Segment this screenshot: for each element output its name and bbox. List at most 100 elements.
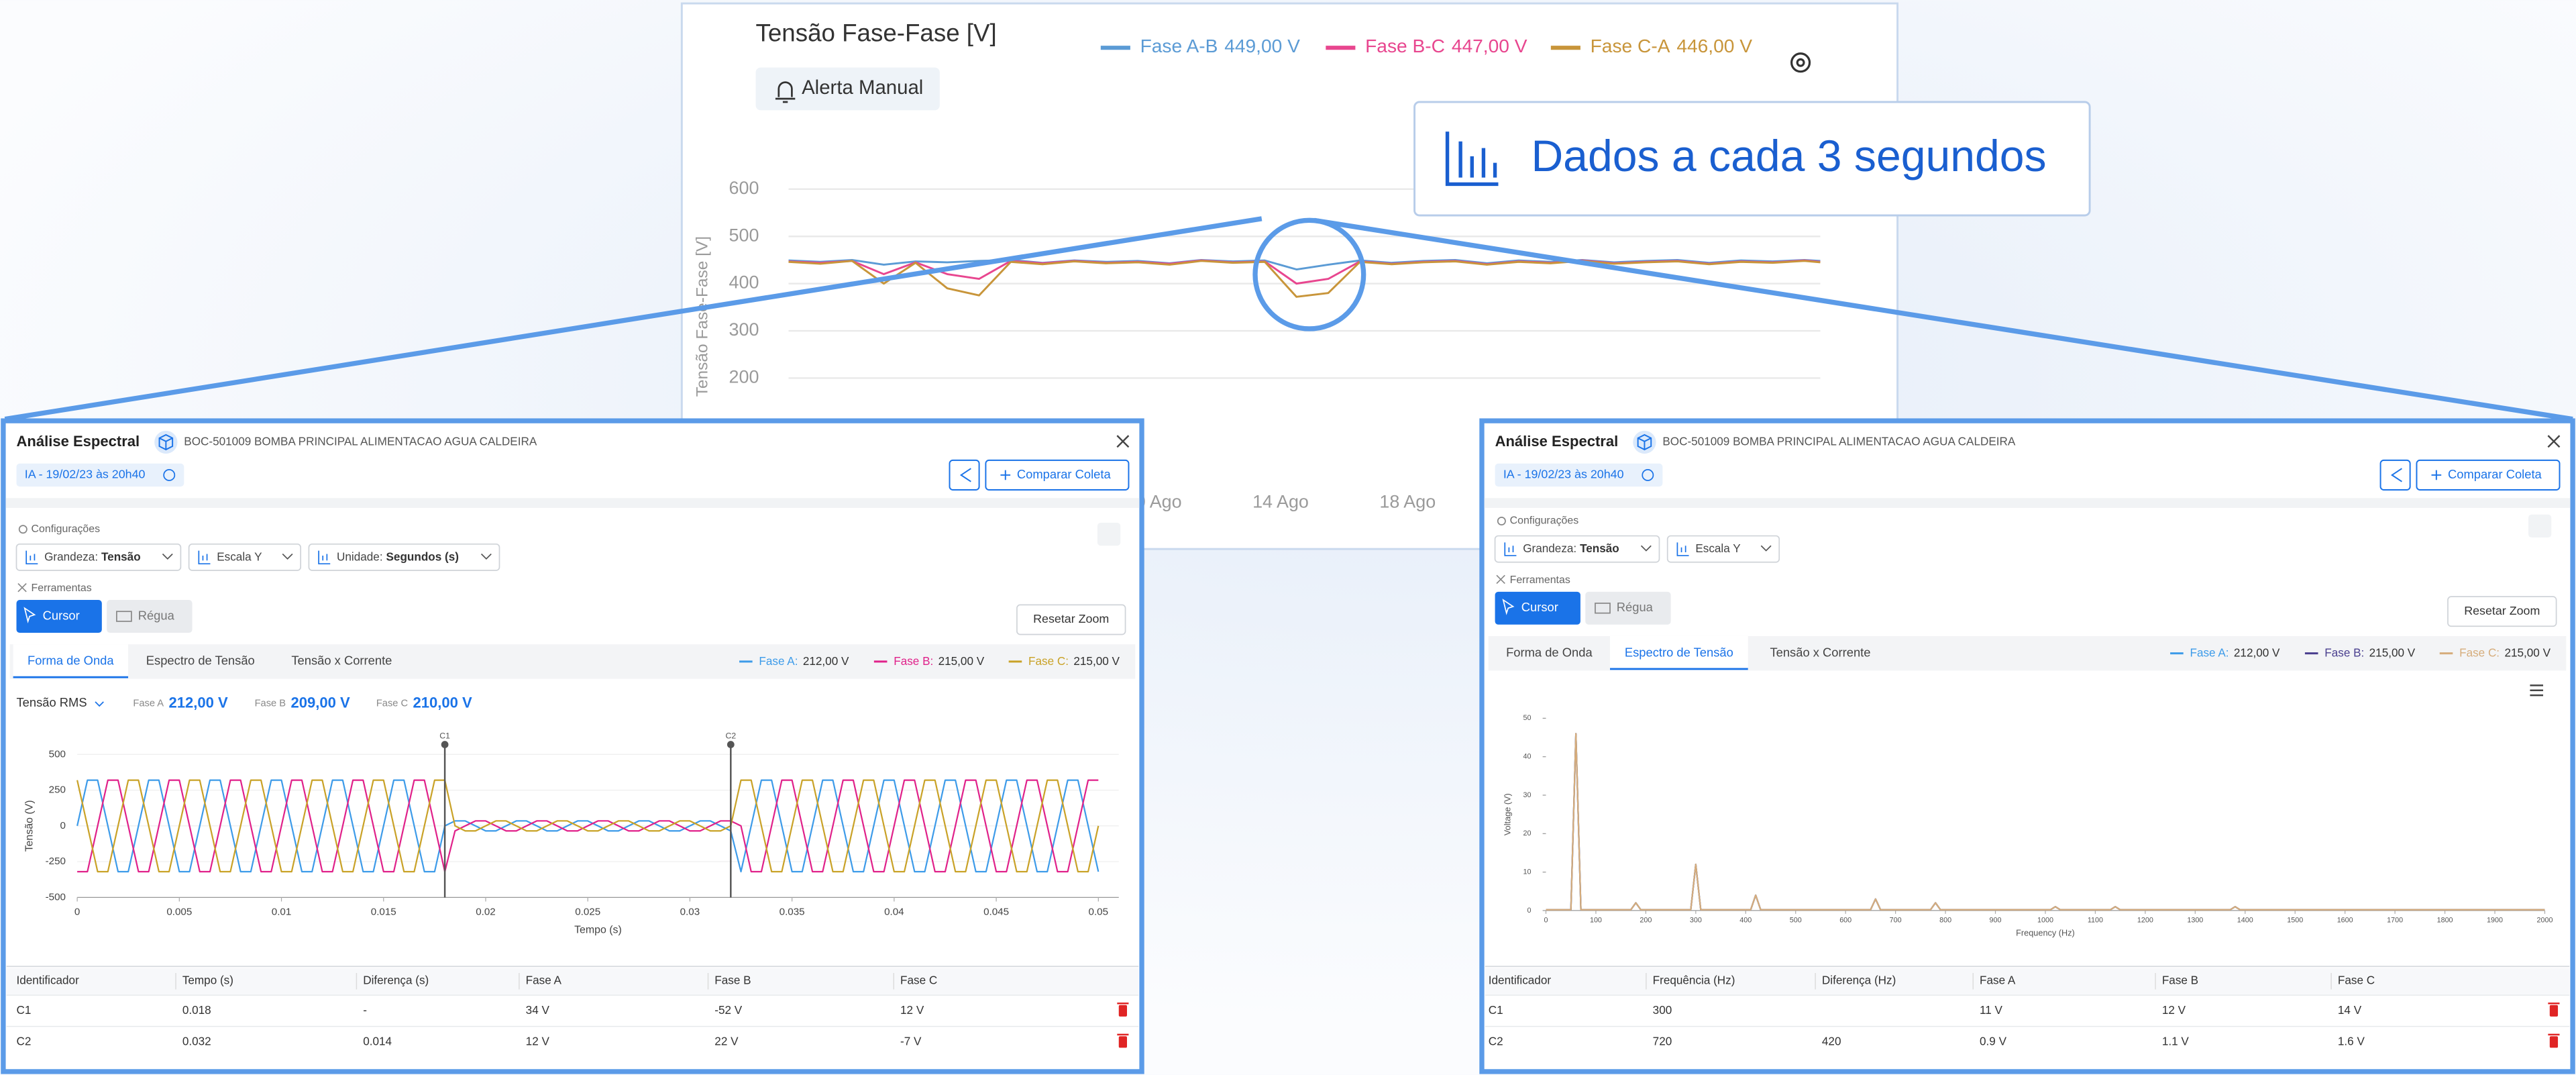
delete-button[interactable] [2549,1036,2559,1048]
ruler-button-label[interactable]: Régua [138,608,175,622]
select-text[interactable]: Grandeza: Tensão [1523,542,1619,555]
tab[interactable]: Forma de Onda [1506,645,1593,659]
plus-icon [2431,470,2442,480]
x-tick-label: 1200 [2137,916,2153,924]
x-tick-label: 0.01 [272,906,292,917]
select[interactable] [188,543,302,571]
ruler-button[interactable] [107,600,193,633]
y-tick-label: 0 [60,820,66,831]
separator [1484,498,2571,508]
info-text: Dados a cada 3 segundos [1531,132,2046,181]
close-button[interactable] [2547,435,2561,448]
legend-name: Fase A-B [1140,36,1218,57]
table-cell: C1 [16,1003,31,1017]
table-header: Fase B [2162,974,2198,987]
pointer-icon [1502,599,1515,615]
cursor-handle[interactable] [727,741,735,748]
asset-name: BOC-501009 BOMBA PRINCIPAL ALIMENTACAO A… [184,434,537,448]
delete-button-lid [1117,1033,1129,1036]
tab[interactable]: Forma de Onda [28,654,114,668]
rms-item: Fase C 210,00 V [376,694,472,711]
rms-select[interactable]: Tensão RMS [16,695,87,709]
legend-entry[interactable]: Fase B-C 447,00 V [1365,36,1527,57]
tab[interactable]: Espectro de Tensão [146,654,255,668]
x-tick-label: 600 [1839,916,1851,924]
tab[interactable]: Tensão x Corrente [291,654,392,668]
analysis-panel: Análise Espectral BOC-501009 BOMBA PRINCI… [1,418,1144,1074]
delete-button-lid [2548,1003,2560,1005]
chart-menu[interactable] [2530,684,2544,697]
x-tick-label: 0.02 [476,906,496,917]
rms-name: Fase C [376,698,409,709]
tab-bar [9,644,1136,679]
legend-entry[interactable]: Fase A-B 449,00 V [1140,36,1301,57]
legend-entry[interactable]: Fase B: 215,00 V [2324,646,2415,659]
ruler-button[interactable] [1585,591,1671,625]
cursor-handle[interactable] [441,741,449,748]
reset-zoom-label[interactable]: Resetar Zoom [1033,612,1109,625]
rms-value: 210,00 V [413,694,473,711]
select[interactable] [1494,535,1660,563]
legend-entry[interactable]: Fase C: 215,00 V [1028,654,1120,667]
alert-button-label[interactable]: Alerta Manual [802,76,923,99]
table-cell: 300 [1653,1003,1672,1017]
legend-value: 212,00 V [2234,646,2280,659]
select[interactable] [15,543,182,571]
compare-button-label[interactable]: Comparar Coleta [2448,467,2542,481]
reset-zoom-button[interactable] [1016,604,1126,635]
reset-zoom-button[interactable] [2447,596,2557,627]
select-text[interactable]: Escala Y [1695,542,1741,555]
legend-entry[interactable]: Fase B: 215,00 V [894,654,984,667]
close-button[interactable] [1116,435,1130,448]
table-cell: 0.014 [363,1034,392,1047]
compare-button[interactable] [985,459,1130,491]
share-button[interactable] [2379,459,2411,491]
table-cell: 34 V [526,1003,550,1017]
reset-zoom-label[interactable]: Resetar Zoom [2464,604,2540,617]
legend-entry[interactable]: Fase C: 215,00 V [2459,646,2551,659]
tab[interactable]: Tensão x Corrente [1770,645,1870,659]
cursor-button-label[interactable]: Cursor [1521,600,1558,614]
x-tick-label: 400 [1739,916,1752,924]
x-tick-label: 1900 [2487,916,2503,924]
legend-entry[interactable]: Fase A: 212,00 V [759,654,849,667]
config-label: Configurações [32,523,101,535]
alert-button[interactable] [755,67,940,111]
compare-button-label[interactable]: Comparar Coleta [1017,467,1112,481]
settings-icon[interactable] [1790,52,1811,73]
rms-name: Fase A [133,698,164,709]
y-tick-label: 250 [49,784,66,796]
delete-button[interactable] [1118,1005,1127,1017]
x-tick-label: 200 [1640,916,1652,924]
ruler-button-label[interactable]: Régua [1617,600,1654,614]
fullscreen-button[interactable] [2528,514,2552,538]
tab[interactable]: Espectro de Tensão [1625,645,1733,659]
x-tick-label: 0 [1544,916,1548,924]
cursor-button[interactable] [1495,591,1580,625]
x-tick-label: 0.025 [575,906,600,917]
x-tick-label: 0 [74,906,80,917]
share-button[interactable] [949,459,980,491]
legend-entry[interactable]: Fase C-A 446,00 V [1591,36,1753,57]
select[interactable] [1666,535,1780,563]
select[interactable] [308,543,500,571]
x-axis-label: Tempo (s) [574,925,622,936]
delete-button[interactable] [2549,1005,2559,1017]
cursor-button[interactable] [16,600,102,633]
fullscreen-button[interactable] [1097,522,1121,546]
compare-button[interactable] [2416,459,2561,491]
select-text[interactable]: Grandeza: Tensão [44,550,141,563]
select-text[interactable]: Escala Y [217,550,262,563]
tag-text: IA - 19/02/23 às 20h40 [25,468,146,481]
legend-name: Fase B: [2324,646,2364,659]
x-tick-label: 2000 [2536,916,2553,924]
table-cell: C1 [1489,1003,1503,1017]
cursor-button-label[interactable]: Cursor [43,608,80,622]
select-text[interactable]: Unidade: Segundos (s) [337,550,459,563]
select-value: Tensão [1580,542,1619,555]
share-icon [959,468,971,482]
delete-button[interactable] [1118,1036,1127,1048]
legend-entry[interactable]: Fase A: 212,00 V [2190,646,2280,659]
legend-name: Fase B: [894,654,933,667]
